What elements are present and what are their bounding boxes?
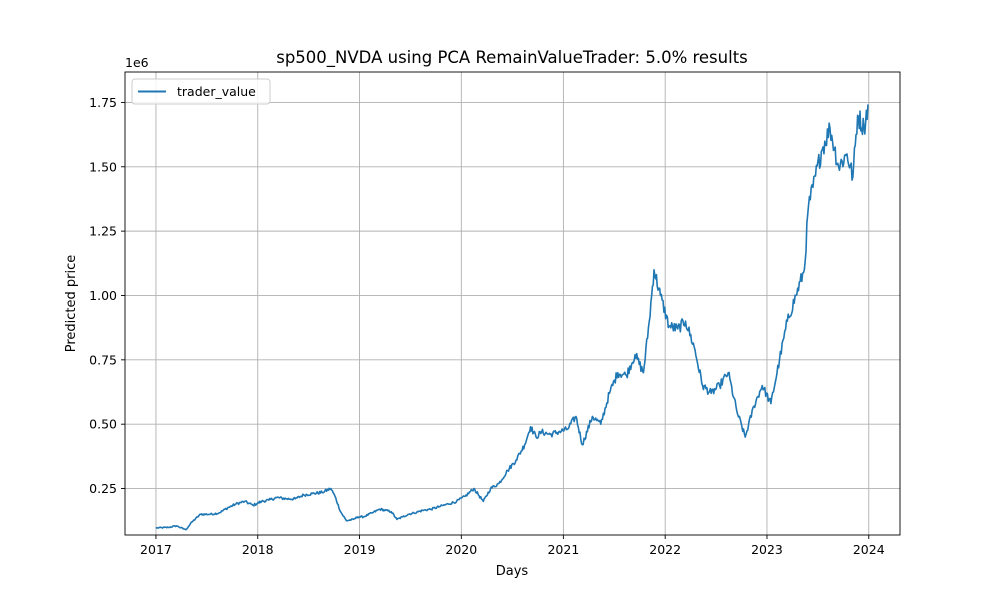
x-axis-label: Days <box>496 564 529 579</box>
y-tick-label: 0.25 <box>89 481 117 496</box>
series-layer <box>155 104 869 531</box>
y-axis-offset-label: 1e6 <box>125 55 149 70</box>
series-line-trader-value <box>155 104 869 531</box>
y-tick-label: 0.75 <box>89 352 117 367</box>
y-tick-label: 0.50 <box>89 417 117 432</box>
legend: trader_value <box>131 78 271 105</box>
plot-frame <box>124 71 901 536</box>
axis-ticks: 2017 2018 2019 2020 2021 2022 2023 2024 0.25 0.50… <box>89 95 885 557</box>
x-tick-label: 2024 <box>853 542 885 557</box>
x-tick-label: 2018 <box>242 542 274 557</box>
chart-title: sp500_NVDA using PCA RemainValueTrader: … <box>276 48 748 68</box>
x-tick-label: 2023 <box>751 542 783 557</box>
legend-box <box>131 78 271 105</box>
plot-area <box>125 72 900 535</box>
y-tick-label: 1.25 <box>89 224 117 239</box>
x-tick-label: 2017 <box>140 542 172 557</box>
y-tick-label: 1.50 <box>89 159 117 174</box>
x-tick-label: 2022 <box>649 542 681 557</box>
grid <box>125 72 900 535</box>
legend-label-trader-value: trader_value <box>177 84 256 99</box>
y-tick-label: 1.75 <box>89 95 117 110</box>
x-tick-label: 2019 <box>344 542 376 557</box>
y-axis-label: Predicted price <box>64 255 79 353</box>
y-tick-label: 1.00 <box>89 288 117 303</box>
x-tick-label: 2020 <box>445 542 477 557</box>
x-tick-label: 2021 <box>547 542 579 557</box>
